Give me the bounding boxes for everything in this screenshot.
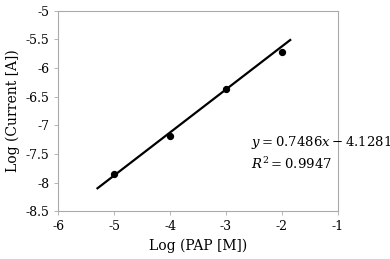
Text: $y = 0.7486x - 4.1281$: $y = 0.7486x - 4.1281$ <box>251 134 390 151</box>
Point <box>167 134 173 138</box>
X-axis label: Log (PAP [M]): Log (PAP [M]) <box>149 239 247 254</box>
Y-axis label: Log (Current [A]): Log (Current [A]) <box>5 50 20 172</box>
Point <box>111 172 117 176</box>
Text: $R^{2} = 0.9947$: $R^{2} = 0.9947$ <box>251 156 332 172</box>
Point <box>223 87 229 91</box>
Point <box>279 51 285 55</box>
